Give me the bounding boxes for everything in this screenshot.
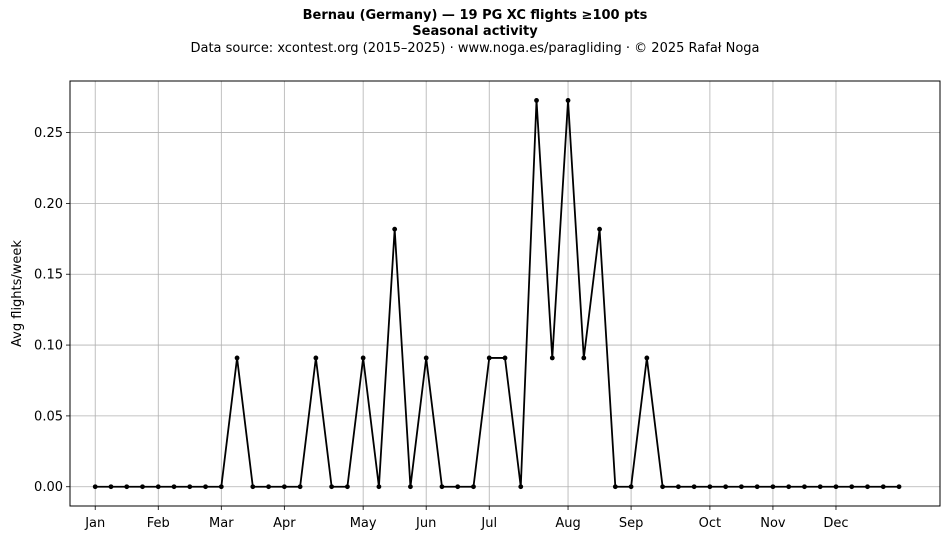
data-point bbox=[549, 355, 555, 361]
data-point bbox=[675, 484, 681, 490]
x-tick-label: Apr bbox=[273, 516, 296, 531]
data-point bbox=[234, 355, 240, 361]
data-point bbox=[502, 355, 508, 361]
data-point bbox=[297, 484, 303, 490]
data-point bbox=[739, 484, 744, 490]
data-point bbox=[155, 484, 161, 490]
data-point bbox=[281, 484, 287, 490]
data-point bbox=[896, 484, 902, 490]
data-point bbox=[880, 484, 886, 490]
chart-subtitle: Seasonal activity bbox=[412, 24, 538, 39]
data-point bbox=[171, 484, 177, 490]
data-point bbox=[376, 484, 382, 490]
data-point bbox=[644, 355, 650, 361]
data-point bbox=[124, 484, 130, 490]
y-tick-label: 0.15 bbox=[34, 268, 63, 283]
data-point bbox=[565, 98, 571, 103]
data-point bbox=[817, 484, 823, 490]
x-tick-label: Mar bbox=[209, 516, 234, 531]
data-point bbox=[203, 484, 208, 490]
x-tick-label: Dec bbox=[823, 516, 848, 531]
x-tick-label: Feb bbox=[147, 516, 170, 531]
data-point bbox=[691, 484, 697, 490]
data-point bbox=[218, 484, 224, 490]
tick-layer: Jan Feb Mar Apr May Jun Jul Aug Sep Oct Nov Dec 0.00… bbox=[34, 126, 849, 531]
series-layer bbox=[92, 98, 902, 490]
y-tick-label: 0.00 bbox=[34, 480, 63, 495]
x-tick-label: Sep bbox=[619, 516, 644, 531]
x-tick-label: Nov bbox=[760, 516, 786, 531]
data-point bbox=[439, 484, 445, 490]
data-point bbox=[581, 355, 587, 361]
data-point bbox=[612, 484, 618, 490]
chart-source: Data source: xcontest.org (2015–2025) · … bbox=[190, 41, 760, 56]
x-tick-label: Jul bbox=[480, 516, 497, 531]
data-point bbox=[660, 484, 666, 490]
data-point bbox=[802, 484, 807, 490]
data-point bbox=[329, 484, 335, 490]
data-point bbox=[408, 484, 413, 490]
data-point bbox=[392, 226, 398, 232]
data-point bbox=[108, 484, 114, 490]
y-axis-label: Avg flights/week bbox=[10, 240, 25, 347]
data-point bbox=[313, 355, 319, 361]
data-point bbox=[92, 484, 98, 490]
data-point bbox=[486, 355, 492, 361]
grid-lines bbox=[70, 81, 940, 506]
data-point bbox=[140, 484, 145, 490]
data-point bbox=[770, 484, 776, 490]
data-point bbox=[455, 484, 461, 490]
x-tick-label: May bbox=[350, 516, 377, 531]
x-tick-label: Aug bbox=[555, 516, 580, 531]
y-tick-label: 0.10 bbox=[34, 339, 63, 354]
data-point bbox=[344, 484, 350, 490]
y-tick-label: 0.20 bbox=[34, 197, 63, 212]
data-point bbox=[723, 484, 729, 490]
y-tick-label: 0.25 bbox=[34, 126, 63, 141]
series-line bbox=[95, 99, 900, 488]
data-point bbox=[754, 484, 760, 490]
data-point bbox=[534, 98, 539, 103]
data-point bbox=[865, 484, 870, 490]
chart-titles: Bernau (Germany) — 19 PG XC flights ≥100… bbox=[0, 7, 950, 58]
y-tick-label: 0.05 bbox=[34, 409, 63, 424]
data-point bbox=[423, 355, 429, 361]
x-tick-label: Jan bbox=[84, 516, 105, 531]
data-point bbox=[250, 484, 256, 490]
data-point bbox=[266, 484, 271, 490]
data-point bbox=[597, 226, 602, 232]
data-point bbox=[833, 484, 839, 490]
data-point bbox=[518, 484, 524, 490]
chart-title: Bernau (Germany) — 19 PG XC flights ≥100… bbox=[302, 8, 648, 23]
x-tick-label: Oct bbox=[699, 516, 721, 531]
x-tick-label: Jun bbox=[415, 516, 436, 531]
data-point bbox=[471, 484, 476, 490]
data-point bbox=[360, 355, 366, 361]
plot-frame bbox=[69, 80, 941, 507]
data-point bbox=[187, 484, 193, 490]
data-point bbox=[707, 484, 713, 490]
data-point bbox=[786, 484, 792, 490]
data-point bbox=[628, 484, 634, 490]
data-point bbox=[849, 484, 855, 490]
